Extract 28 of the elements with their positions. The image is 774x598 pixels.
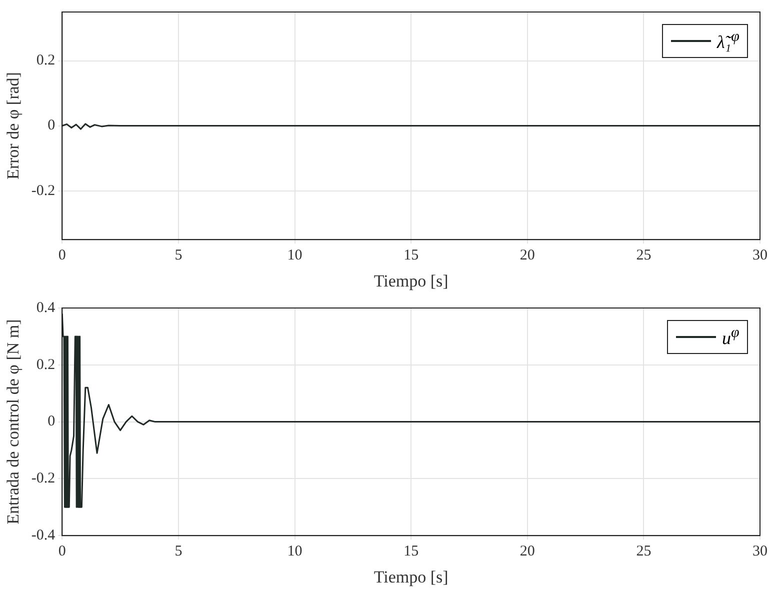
x-tick-label: 5 [174, 248, 182, 264]
y-tick-label: -0.4 [31, 528, 56, 544]
y-axis-title: Entrada de control de φ [N m] [4, 319, 23, 524]
legend-label: u$^{φ}$ [722, 325, 740, 349]
x-tick-label: 5 [174, 544, 182, 560]
y-axis-title: Error de φ [rad] [4, 72, 23, 180]
x-tick-label: 30 [752, 248, 768, 264]
y-tick-label: -0.2 [31, 182, 56, 199]
x-tick-label: 30 [752, 544, 768, 560]
y-tick-label: 0.2 [36, 356, 56, 373]
y-tick-label: 0.4 [36, 300, 56, 316]
x-tick-label: 0 [58, 248, 66, 264]
x-tick-label: 25 [636, 248, 652, 264]
x-tick-label: 10 [287, 248, 302, 264]
x-tick-label: 20 [520, 248, 535, 264]
x-tick-label: 10 [287, 544, 302, 560]
x-axis-title: Tiempo [s] [374, 271, 448, 290]
x-tick-label: 15 [404, 248, 419, 264]
y-tick-label: -0.2 [31, 470, 56, 487]
x-tick-label: 15 [404, 544, 419, 560]
x-tick-label: 0 [58, 544, 66, 560]
legend-label: λ̃₁$^{φ}$ [717, 29, 740, 53]
x-axis-title: Tiempo [s] [374, 567, 448, 586]
x-tick-label: 20 [520, 544, 535, 560]
y-tick-label: 0 [48, 118, 56, 134]
y-tick-label: 0.2 [36, 52, 56, 69]
x-tick-label: 25 [636, 544, 652, 560]
y-tick-label: 0 [48, 414, 56, 430]
